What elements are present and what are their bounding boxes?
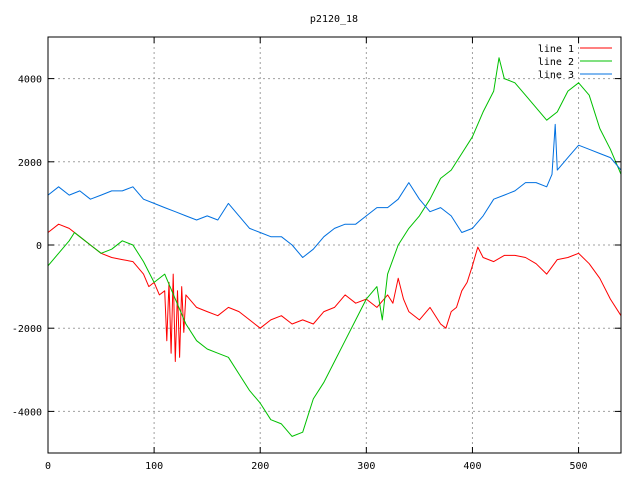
series-line-1 — [47, 223, 622, 362]
y-tick-label-2: 0 — [36, 241, 42, 252]
series-line-3 — [47, 123, 622, 258]
legend: line 1 line 2 line 3 — [538, 44, 612, 81]
x-tick-label-2: 200 — [251, 461, 269, 472]
legend-label-3: line 3 — [538, 70, 574, 81]
y-tick-label-4: 4000 — [18, 75, 42, 86]
y-tick-label-0: -4000 — [12, 407, 42, 418]
chart-title: p2120_18 — [310, 14, 358, 25]
x-tick-label-4: 400 — [463, 461, 481, 472]
y-tick-label-1: -2000 — [12, 324, 42, 335]
grid — [48, 37, 621, 453]
legend-label-1: line 1 — [538, 44, 574, 55]
series-line-2 — [47, 57, 622, 437]
x-tick-label-0: 0 — [45, 461, 51, 472]
y-tick-label-3: 2000 — [18, 158, 42, 169]
legend-label-2: line 2 — [538, 57, 574, 68]
tick-group: 0 100 200 300 400 500 -4000 -2000 0 2000 4000 — [12, 37, 621, 472]
x-tick-label-1: 100 — [145, 461, 163, 472]
x-tick-label-5: 500 — [570, 461, 588, 472]
series-group — [47, 57, 622, 437]
x-tick-label-3: 300 — [357, 461, 375, 472]
